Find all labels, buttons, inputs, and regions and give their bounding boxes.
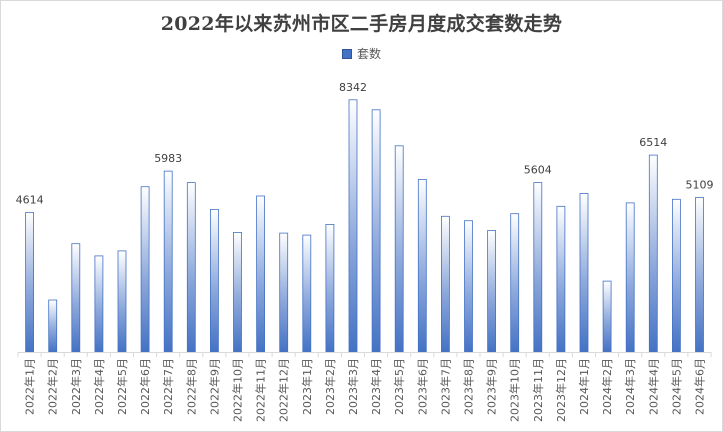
bar (417, 178, 427, 353)
x-tick-label: 2022年3月 (69, 358, 83, 415)
x-tick-label: 2024年2月 (600, 358, 614, 415)
bar (579, 193, 589, 353)
chart-title: 2022年以来苏州市区二手房月度成交套数走势 (160, 13, 563, 35)
bar (302, 234, 312, 353)
data-label: 6514 (639, 136, 667, 149)
x-tick-label: 2023年3月 (346, 358, 360, 415)
x-tick-label: 2023年12月 (554, 358, 568, 422)
x-tick-label: 2022年6月 (138, 358, 152, 415)
x-tick-label: 2022年11月 (254, 358, 268, 422)
bar (25, 212, 35, 353)
bar (371, 109, 381, 353)
x-tick-label: 2023年9月 (485, 358, 499, 415)
x-tick-label: 2022年12月 (277, 358, 291, 422)
x-tick-label: 2022年5月 (115, 358, 129, 415)
x-tick-label: 2023年8月 (462, 358, 476, 415)
bar (464, 220, 473, 353)
x-tick-label: 2023年7月 (438, 358, 452, 415)
bar (556, 205, 566, 353)
data-label: 5604 (524, 164, 552, 177)
data-label: 8342 (339, 81, 367, 94)
bar (672, 198, 681, 353)
data-label: 5983 (154, 152, 182, 165)
legend-swatch (341, 48, 352, 59)
x-tick-label: 2022年8月 (184, 358, 198, 415)
bar (233, 231, 242, 353)
bar (48, 299, 58, 353)
data-label: 4614 (16, 194, 44, 207)
x-tick-label: 2023年2月 (323, 358, 337, 415)
x-tick-label: 2024年4月 (646, 358, 660, 415)
x-tick-label: 2022年10月 (231, 358, 245, 422)
bar (440, 215, 450, 353)
legend-label: 套数 (356, 47, 381, 61)
bar (279, 232, 289, 353)
bar (602, 280, 612, 353)
bar (695, 197, 704, 353)
legend: 套数 (1, 45, 722, 62)
x-tick-label: 2022年1月 (23, 358, 37, 415)
bar (117, 250, 127, 353)
bar (348, 99, 358, 353)
bar (186, 182, 196, 353)
x-tick-label: 2022年2月 (46, 358, 60, 415)
bar (533, 182, 543, 353)
x-tick-label: 2022年9月 (207, 358, 221, 415)
x-tick-label: 2023年5月 (392, 358, 406, 415)
bar (487, 230, 497, 353)
bar (648, 154, 658, 353)
x-tick-label: 2023年4月 (369, 358, 383, 415)
bar (625, 202, 635, 353)
x-tick-label: 2024年6月 (693, 358, 707, 415)
bar (140, 186, 150, 353)
bar (256, 195, 266, 353)
bar (325, 223, 335, 353)
x-tick-label: 2023年11月 (531, 358, 545, 422)
bar (71, 243, 81, 353)
x-tick-label: 2023年6月 (415, 358, 429, 415)
data-label: 5109 (686, 179, 714, 192)
bar (510, 213, 520, 353)
x-tick-label: 2023年10月 (508, 358, 522, 422)
x-tick-label: 2024年3月 (623, 358, 637, 415)
bar (163, 170, 173, 353)
x-tick-label: 2022年7月 (161, 358, 175, 415)
bar (94, 255, 104, 353)
x-tick-label: 2023年1月 (300, 358, 314, 415)
x-tick-label: 2024年5月 (669, 358, 683, 415)
bar (394, 145, 404, 353)
x-tick-label: 2024年1月 (577, 358, 591, 415)
bar (209, 208, 219, 353)
x-tick-label: 2022年4月 (92, 358, 106, 415)
